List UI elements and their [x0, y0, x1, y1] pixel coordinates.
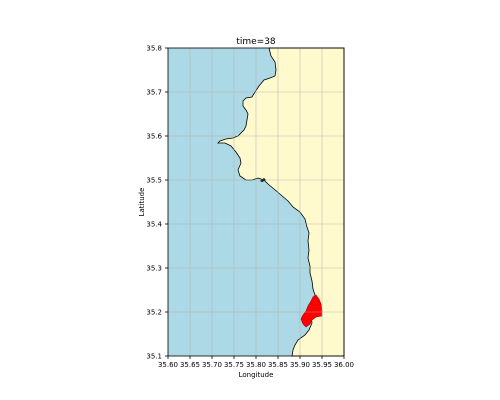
x-tick-label: 35.80	[246, 361, 266, 369]
x-axis-label: Longitude	[239, 371, 274, 379]
x-tick-label: 35.85	[268, 361, 288, 369]
gridlines	[168, 48, 344, 356]
x-tick-label: 36.00	[334, 361, 354, 369]
x-tick-label: 35.90	[290, 361, 310, 369]
x-tick-label: 35.95	[312, 361, 332, 369]
x-tick-label: 35.75	[224, 361, 244, 369]
y-tick-label: 35.8	[146, 45, 162, 53]
x-tick-label: 35.65	[180, 361, 200, 369]
x-tick-label: 35.60	[158, 361, 178, 369]
y-axis-label: Latitude	[138, 188, 146, 217]
y-tick-label: 35.6	[146, 133, 162, 141]
y-tick-label: 35.4	[146, 221, 162, 229]
y-axis	[165, 47, 168, 357]
y-tick-label: 35.2	[146, 309, 162, 317]
y-tick-label: 35.3	[146, 265, 162, 273]
highlight-region	[300, 294, 323, 328]
plot-area	[167, 47, 345, 357]
map-title: time=38	[236, 37, 276, 47]
y-tick-label: 35.1	[146, 353, 162, 361]
y-tick-label: 35.7	[146, 89, 162, 97]
x-tick-label: 35.70	[202, 361, 222, 369]
x-axis	[167, 356, 345, 359]
y-tick-label: 35.5	[146, 177, 162, 185]
